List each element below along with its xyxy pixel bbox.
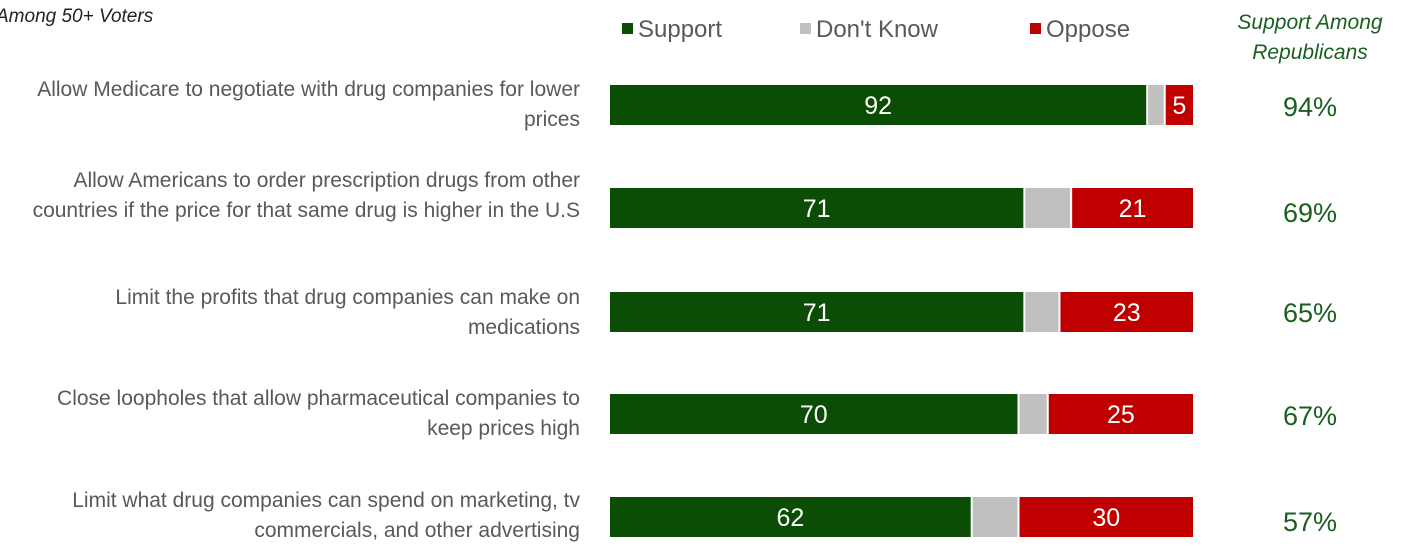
- bar-value-label: 92: [864, 92, 892, 120]
- bar-support: [610, 188, 1024, 228]
- legend-oppose-swatch: [1030, 23, 1041, 34]
- row-label: Allow Americans to order prescription dr…: [32, 169, 580, 222]
- legend-dont-know-label: Don't Know: [816, 16, 938, 43]
- republican-support-value: 65%: [1282, 298, 1338, 328]
- republican-support-header: Support Among Republicans: [1237, 11, 1383, 64]
- republican-support-value: 67%: [1282, 401, 1338, 431]
- bar-dont-know: [1025, 188, 1071, 228]
- bar-dont-know: [972, 497, 1018, 537]
- bar-support: [610, 394, 1018, 434]
- bar-oppose: [1165, 85, 1193, 125]
- bar-value-label: 71: [803, 299, 831, 327]
- bar-value-label: 25: [1107, 401, 1135, 429]
- bar-oppose: [1019, 497, 1193, 537]
- legend-support-label: Support: [638, 16, 723, 43]
- bar-support: [610, 85, 1147, 125]
- row-label: Allow Medicare to negotiate with drug co…: [37, 78, 580, 131]
- bar-oppose: [1048, 394, 1193, 434]
- republican-support-value: 57%: [1282, 507, 1338, 537]
- legend-oppose-label: Oppose: [1046, 16, 1131, 43]
- legend-support: Support: [622, 16, 722, 44]
- bar-value-label: 71: [803, 195, 831, 223]
- legend-dont-know-swatch: [800, 23, 811, 34]
- bar-dont-know: [1148, 85, 1164, 125]
- bar-value-label: 5: [1172, 92, 1186, 120]
- legend-support-swatch: [622, 23, 633, 34]
- bar-value-label: 23: [1113, 299, 1141, 327]
- bar-dont-know: [1025, 292, 1059, 332]
- row-label: Limit the profits that drug companies ca…: [115, 286, 580, 339]
- bar-value-label: 21: [1119, 195, 1147, 223]
- legend-dont-know: Don't Know: [800, 16, 938, 44]
- republican-support-value: 69%: [1282, 198, 1338, 228]
- bar-oppose: [1072, 188, 1193, 228]
- legend-oppose: Oppose: [1030, 16, 1130, 44]
- bar-value-label: 30: [1092, 504, 1120, 532]
- row-label: Limit what drug companies can spend on m…: [72, 489, 580, 542]
- chart-subtitle: Among 50+ Voters: [0, 6, 154, 27]
- bar-value-label: 70: [800, 401, 828, 429]
- bar-dont-know: [1019, 394, 1047, 434]
- bar-support: [610, 292, 1024, 332]
- bar-oppose: [1060, 292, 1193, 332]
- row-label: Close loopholes that allow pharmaceutica…: [57, 387, 580, 440]
- republican-support-value: 94%: [1282, 92, 1338, 122]
- bar-value-label: 62: [776, 504, 804, 532]
- bar-support: [610, 497, 971, 537]
